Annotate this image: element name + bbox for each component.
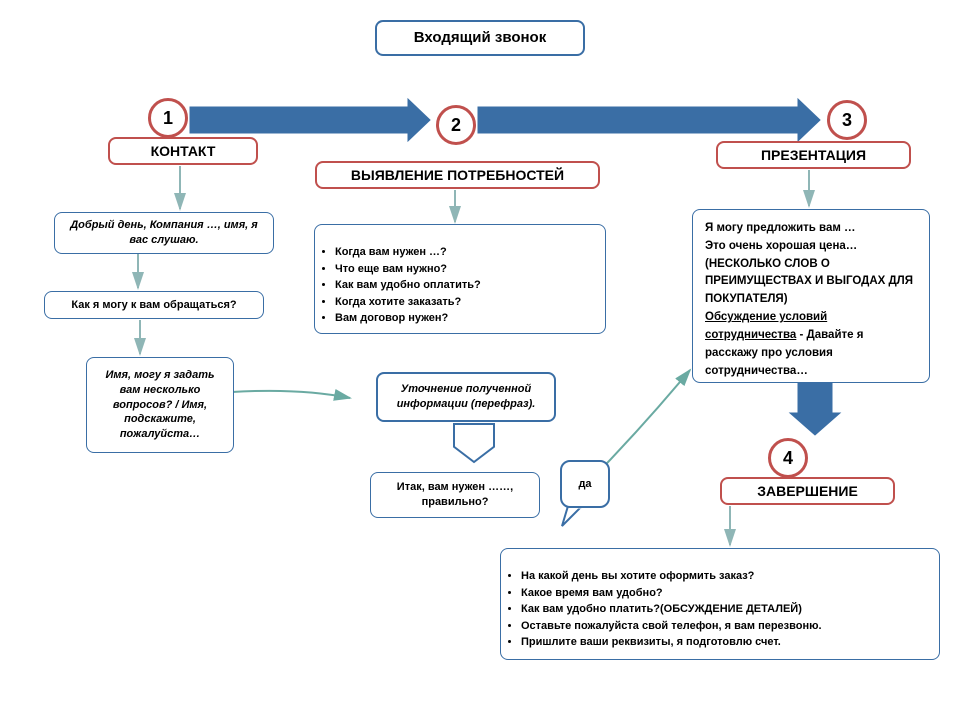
node-c1: Добрый день, Компания …, имя, я вас слуш… bbox=[54, 212, 274, 254]
thin-arrow bbox=[232, 391, 350, 398]
stage-1-label: КОНТАКТ bbox=[108, 137, 258, 165]
node-present: Я могу предложить вам …Это очень хорошая… bbox=[692, 209, 930, 383]
down-pentagon-icon bbox=[454, 424, 494, 462]
stage-2-circle: 2 bbox=[436, 105, 476, 145]
node-q_list: Когда вам нужен …?Что еще вам нужно?Как … bbox=[314, 224, 606, 334]
big-arrow bbox=[478, 99, 820, 141]
stage-3-circle: 3 bbox=[827, 100, 867, 140]
big-arrow bbox=[790, 383, 840, 435]
title-box: Входящий звонок bbox=[375, 20, 585, 56]
node-c2: Как я могу к вам обращаться? bbox=[44, 291, 264, 319]
node-c3: Имя, могу я задать вам несколько вопросо… bbox=[86, 357, 234, 453]
node-clarify: Уточнение полученной информации (перефра… bbox=[376, 372, 556, 422]
stage-1-circle: 1 bbox=[148, 98, 188, 138]
yes-callout-tail bbox=[562, 506, 582, 526]
stage-2-label: ВЫЯВЛЕНИЕ ПОТРЕБНОСТЕЙ bbox=[315, 161, 600, 189]
stage-4-label: ЗАВЕРШЕНИЕ bbox=[720, 477, 895, 505]
stage-4-circle: 4 bbox=[768, 438, 808, 478]
node-confirm: Итак, вам нужен ……, правильно? bbox=[370, 472, 540, 518]
stage-3-label: ПРЕЗЕНТАЦИЯ bbox=[716, 141, 911, 169]
big-arrow bbox=[190, 99, 430, 141]
node-yes: да bbox=[560, 460, 610, 508]
node-final: На какой день вы хотите оформить заказ?К… bbox=[500, 548, 940, 660]
